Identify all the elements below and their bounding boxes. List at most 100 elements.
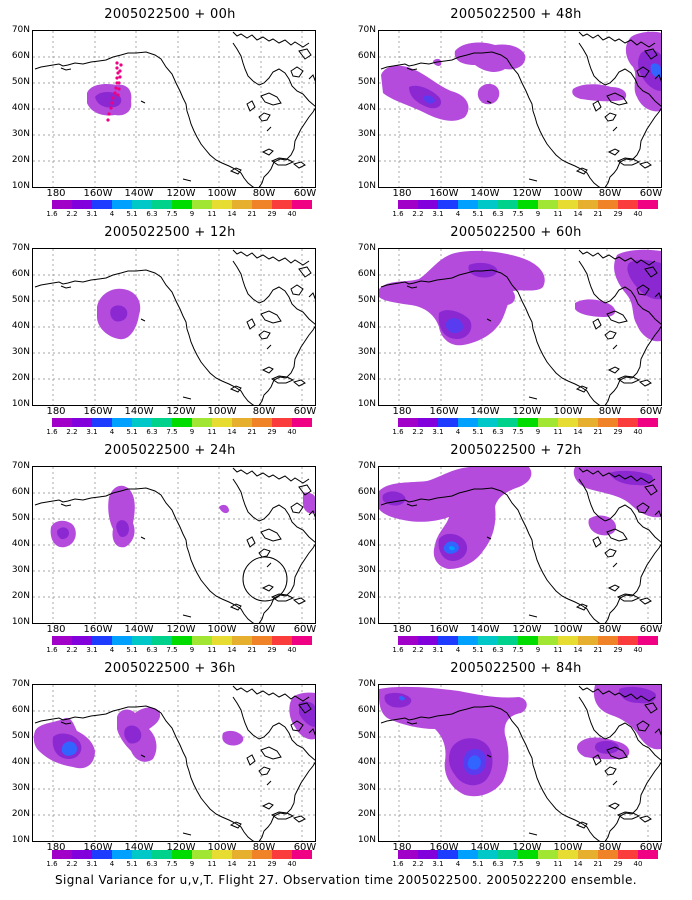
colorbar-label: 2.2	[66, 646, 78, 654]
colorbar-label: 21	[247, 210, 257, 218]
colorbar-swatch	[152, 200, 172, 209]
colorbar-label: 21	[593, 428, 603, 436]
colorbar-label: 3.1	[86, 860, 98, 868]
colorbar-swatch	[292, 200, 312, 209]
colorbar-swatch	[418, 850, 438, 859]
colorbar-label: 21	[247, 646, 257, 654]
lon-label: 100W	[207, 406, 237, 417]
colorbar-swatch	[272, 200, 292, 209]
colorbar-label: 4	[109, 646, 115, 654]
colorbar-swatch	[438, 850, 458, 859]
lon-label: 180	[46, 842, 66, 853]
colorbar-label: 3.1	[432, 428, 444, 436]
lat-label: 70N	[11, 243, 30, 253]
colorbar-label: 14	[573, 428, 583, 436]
lat-label: 60N	[357, 269, 376, 279]
lon-label: 120W	[512, 188, 542, 199]
colorbar-label: 1.6	[392, 860, 404, 868]
variance-patch	[381, 31, 661, 121]
colorbar-swatch	[498, 636, 518, 645]
lon-label: 160W	[83, 842, 113, 853]
colorbar-label: 29	[267, 428, 277, 436]
lat-label: 40N	[11, 757, 30, 767]
lon-label: 160W	[83, 624, 113, 635]
variance-patch	[449, 546, 455, 551]
lon-label: 100W	[207, 842, 237, 853]
variance-patch	[110, 305, 128, 322]
colorbar-swatch	[518, 200, 538, 209]
colorbar-label: 1.6	[46, 210, 58, 218]
figure-caption: Signal Variance for u,v,T. Flight 27. Ob…	[55, 873, 637, 887]
lat-label: 60N	[357, 705, 376, 715]
lat-label: 30N	[357, 565, 376, 575]
lon-label: 80W	[598, 406, 622, 417]
colorbar-swatch	[272, 418, 292, 427]
lat-label: 20N	[357, 809, 376, 819]
colorbar-label: 14	[227, 860, 237, 868]
panel-title: 2005022500 + 84h	[450, 661, 582, 676]
colorbar-swatch	[458, 636, 478, 645]
colorbar	[398, 200, 658, 209]
colorbar-swatch	[478, 418, 498, 427]
colorbar-label: 29	[613, 860, 623, 868]
colorbar-swatch	[92, 636, 112, 645]
colorbar-swatch	[192, 200, 212, 209]
map-panel-00h: 2005022500 + 00h 70N 60N 50N 40N 30N 20N…	[0, 0, 340, 218]
lat-label: 10N	[11, 181, 30, 191]
colorbar-label: 6.3	[146, 646, 158, 654]
colorbar-label: 40	[633, 428, 643, 436]
colorbar-label: 40	[633, 210, 643, 218]
map-canvas	[379, 249, 661, 405]
colorbar-swatch	[458, 418, 478, 427]
lon-label: 160W	[429, 188, 459, 199]
colorbar-label: 4	[455, 646, 461, 654]
lat-label: 30N	[357, 347, 376, 357]
colorbar-label: 3.1	[432, 860, 444, 868]
lat-label: 50N	[11, 513, 30, 523]
colorbar-swatch	[498, 850, 518, 859]
lon-label: 80W	[598, 188, 622, 199]
colorbar-label: 29	[613, 428, 623, 436]
colorbar-label: 9	[535, 646, 541, 654]
colorbar	[52, 850, 312, 859]
lon-label: 100W	[207, 188, 237, 199]
lat-label: 70N	[11, 25, 30, 35]
colorbar	[52, 418, 312, 427]
variance-patch	[650, 63, 661, 78]
colorbar-swatch	[538, 636, 558, 645]
panel-title: 2005022500 + 48h	[450, 7, 582, 22]
colorbar-swatch	[438, 636, 458, 645]
colorbar-label: 9	[535, 860, 541, 868]
lon-label: 180	[392, 406, 412, 417]
colorbar-swatch	[418, 418, 438, 427]
colorbar-swatch	[132, 200, 152, 209]
colorbar-label: 5.1	[126, 860, 138, 868]
lon-label: 140W	[470, 842, 500, 853]
colorbar	[398, 850, 658, 859]
colorbar-label: 14	[573, 646, 583, 654]
colorbar-label: 5.1	[472, 860, 484, 868]
colorbar-label: 11	[553, 646, 563, 654]
colorbar-label: 4	[455, 210, 461, 218]
colorbar-swatch	[112, 418, 132, 427]
colorbar-label: 21	[247, 860, 257, 868]
panel-title: 2005022500 + 36h	[104, 661, 236, 676]
colorbar-swatch	[518, 418, 538, 427]
colorbar-label: 11	[553, 428, 563, 436]
colorbar-label: 2.2	[412, 210, 424, 218]
colorbar-label: 2.2	[412, 646, 424, 654]
lat-label: 60N	[357, 51, 376, 61]
lon-label: 60W	[639, 624, 663, 635]
lon-label: 120W	[512, 406, 542, 417]
colorbar-label: 2.2	[412, 428, 424, 436]
colorbar-label: 14	[573, 210, 583, 218]
target-ring	[242, 556, 288, 602]
colorbar-label: 40	[633, 646, 643, 654]
map-canvas	[33, 31, 315, 187]
lon-label: 140W	[470, 624, 500, 635]
colorbar-swatch	[638, 418, 658, 427]
colorbar-label: 14	[227, 210, 237, 218]
lat-label: 30N	[11, 347, 30, 357]
map-panel-60h: 2005022500 + 60h 70N 60N 50N 40N 30N	[346, 218, 686, 436]
lat-label: 20N	[11, 809, 30, 819]
